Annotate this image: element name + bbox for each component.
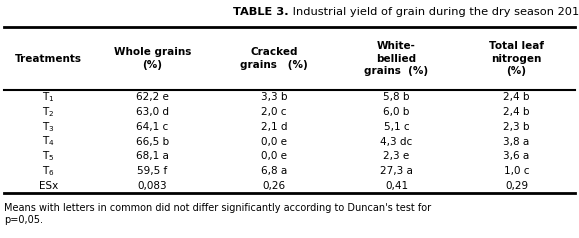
Text: 5,1 c: 5,1 c	[384, 122, 409, 132]
Text: Whole grains
(%): Whole grains (%)	[113, 47, 191, 70]
Text: 68,1 a: 68,1 a	[136, 151, 169, 161]
Text: 2,3 e: 2,3 e	[383, 151, 410, 161]
Text: T$_{6}$: T$_{6}$	[42, 164, 54, 178]
Text: 0,0 e: 0,0 e	[261, 137, 287, 147]
Text: 2,0 c: 2,0 c	[261, 107, 287, 117]
Text: 2,1 d: 2,1 d	[261, 122, 287, 132]
Text: 66,5 b: 66,5 b	[136, 137, 169, 147]
Text: 3,6 a: 3,6 a	[503, 151, 530, 161]
Text: Treatments: Treatments	[14, 54, 82, 64]
Text: ESx: ESx	[39, 181, 58, 191]
Text: 59,5 f: 59,5 f	[137, 166, 167, 176]
Text: 5,8 b: 5,8 b	[383, 92, 410, 102]
Text: 3,8 a: 3,8 a	[503, 137, 530, 147]
Text: 6,8 a: 6,8 a	[261, 166, 287, 176]
Text: T$_{5}$: T$_{5}$	[42, 149, 54, 163]
Text: 2,3 b: 2,3 b	[503, 122, 530, 132]
Text: 6,0 b: 6,0 b	[383, 107, 410, 117]
Text: 0,26: 0,26	[262, 181, 285, 191]
Text: p=0,05.: p=0,05.	[4, 215, 43, 225]
Text: 2,4 b: 2,4 b	[503, 92, 530, 102]
Text: T$_{1}$: T$_{1}$	[42, 90, 54, 104]
Text: White-
bellied
grains  (%): White- bellied grains (%)	[365, 41, 428, 76]
Text: Cracked
grains   (%): Cracked grains (%)	[240, 47, 307, 70]
Text: T$_{2}$: T$_{2}$	[42, 105, 54, 119]
Text: 63,0 d: 63,0 d	[136, 107, 169, 117]
Text: 4,3 dc: 4,3 dc	[380, 137, 413, 147]
Text: 1,0 c: 1,0 c	[504, 166, 529, 176]
Text: 27,3 a: 27,3 a	[380, 166, 413, 176]
Text: 0,41: 0,41	[385, 181, 408, 191]
Text: Means with letters in common did not differ significantly according to Duncan's : Means with letters in common did not dif…	[4, 203, 431, 213]
Text: T$_{3}$: T$_{3}$	[42, 120, 54, 134]
Text: 0,083: 0,083	[138, 181, 167, 191]
Text: TABLE 3.: TABLE 3.	[233, 7, 289, 17]
Text: Industrial yield of grain during the dry season 2016.: Industrial yield of grain during the dry…	[289, 7, 579, 17]
Text: 3,3 b: 3,3 b	[261, 92, 287, 102]
Text: Total leaf
nitrogen
(%): Total leaf nitrogen (%)	[489, 41, 544, 76]
Text: 2,4 b: 2,4 b	[503, 107, 530, 117]
Text: 0,29: 0,29	[505, 181, 528, 191]
Text: T$_{4}$: T$_{4}$	[42, 135, 54, 149]
Text: 0,0 e: 0,0 e	[261, 151, 287, 161]
Text: 64,1 c: 64,1 c	[136, 122, 168, 132]
Text: 62,2 e: 62,2 e	[136, 92, 169, 102]
